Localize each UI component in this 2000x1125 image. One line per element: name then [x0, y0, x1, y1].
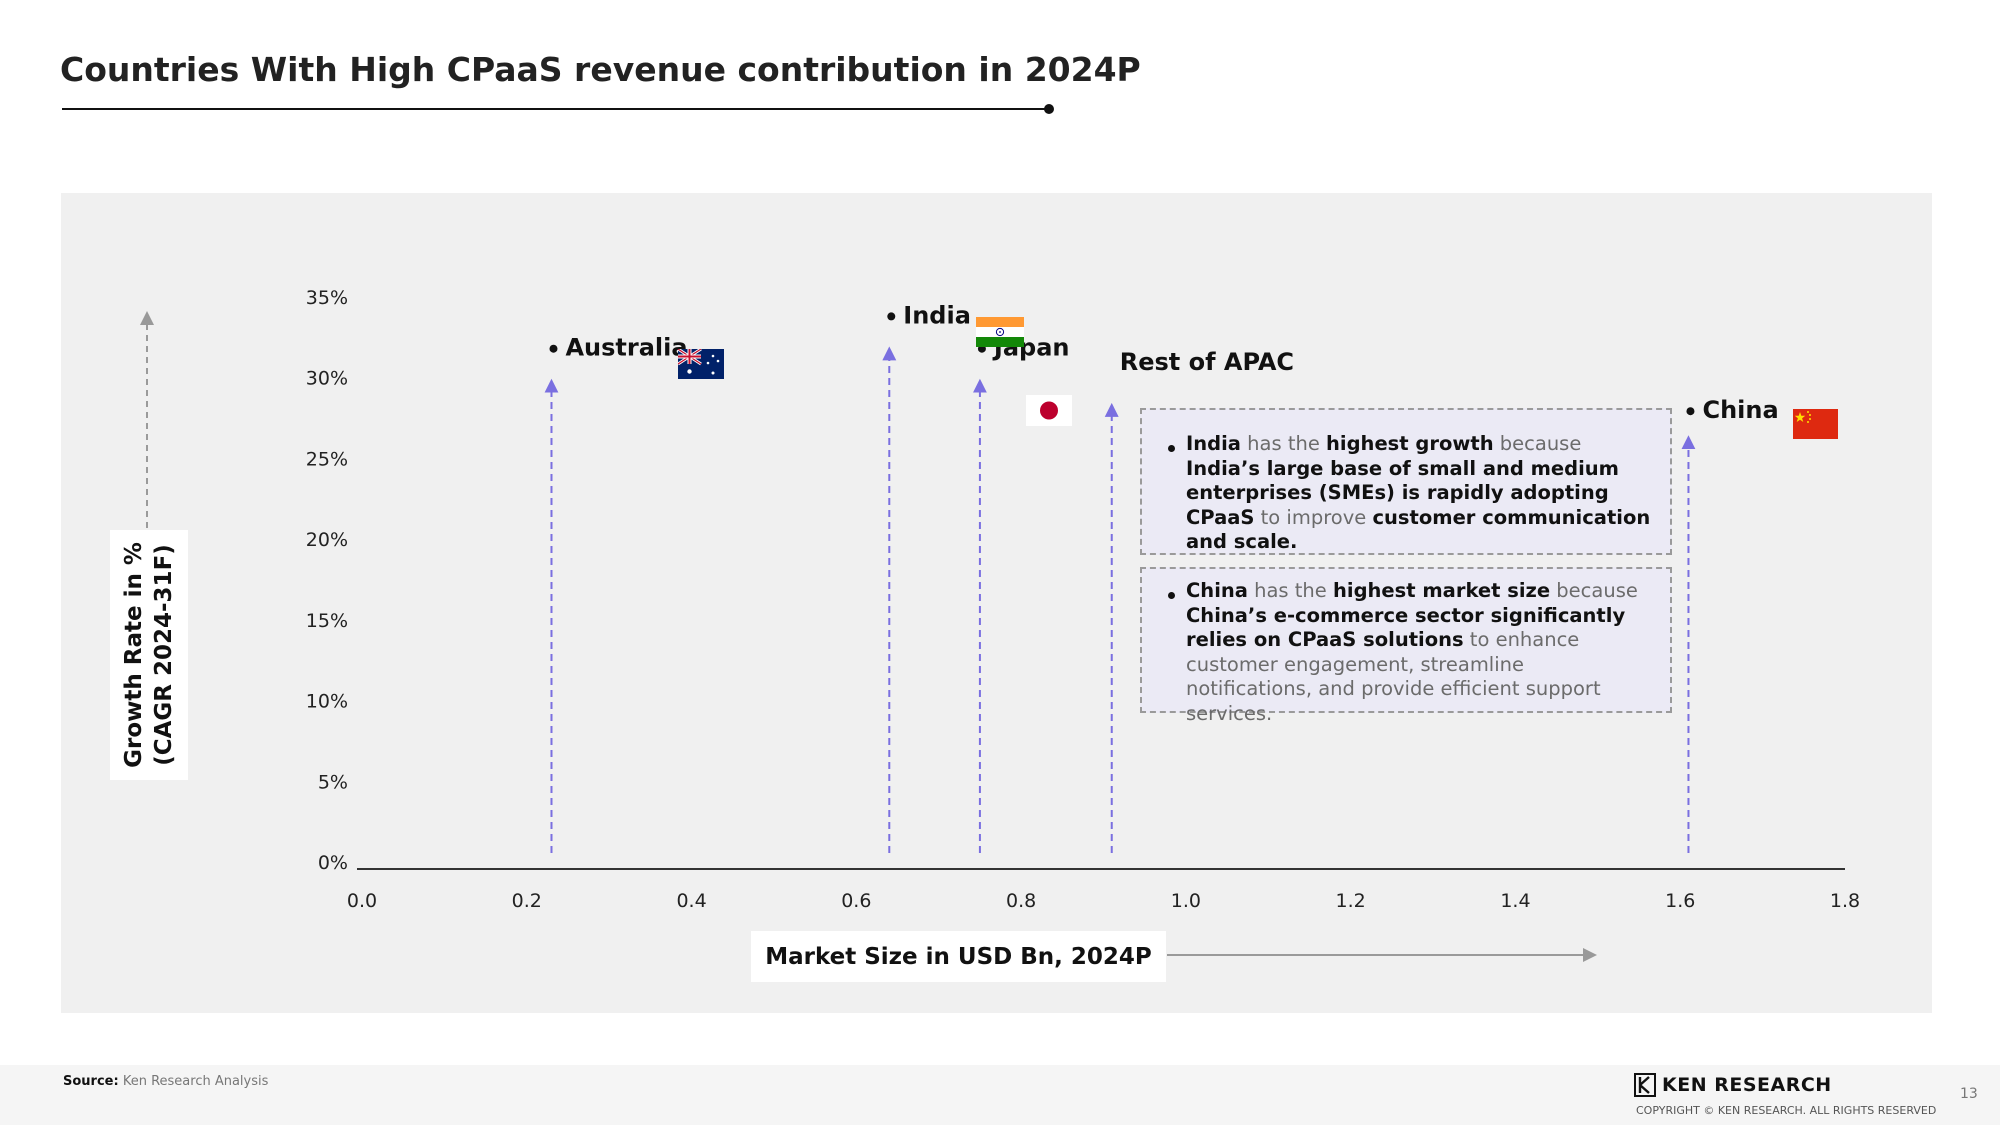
australia-bullet: [549, 344, 558, 353]
y-tick-label: 30%: [306, 368, 348, 390]
note-text-fragment: customer communication and scale.: [1186, 505, 1651, 554]
copyright-text: COPYRIGHT © KEN RESEARCH. ALL RIGHTS RES…: [1636, 1104, 1937, 1117]
ken-research-logo-icon: [1634, 1073, 1656, 1097]
china-flag-icon: [1793, 409, 1838, 439]
y-tick-label: 0%: [318, 852, 348, 874]
india-insight-note: India has the highest growth because Ind…: [1140, 408, 1672, 555]
note-text-fragment: India’s large base of small and medium e…: [1186, 456, 1619, 529]
y-axis-label-line1: Growth Rate in %: [121, 542, 148, 768]
x-tick-label: 0.6: [841, 890, 871, 912]
x-tick-label: 0.0: [347, 890, 377, 912]
note-text-fragment: India: [1186, 432, 1241, 455]
note-text-fragment: because: [1550, 579, 1638, 602]
x-tick-label: 1.6: [1665, 890, 1695, 912]
y-tick-label: 5%: [318, 771, 348, 793]
source-note: Source: Ken Research Analysis: [63, 1074, 268, 1089]
title-underline-dot: [1044, 104, 1054, 114]
x-tick-labels: 0.0 0.2 0.4 0.6 0.8 1.0 1.2 1.4 1.6 1.8: [347, 890, 1860, 912]
note-text-fragment: China: [1186, 579, 1248, 602]
y-axis-label: Growth Rate in % (CAGR 2024-31F): [110, 530, 188, 780]
india-point-label: India: [903, 301, 971, 329]
x-tick-label: 1.0: [1171, 890, 1201, 912]
australia-point-label: Australia: [565, 334, 687, 362]
note-text-fragment: to enhance customer engagement, streamli…: [1186, 628, 1601, 725]
note-text-fragment: China’s e-commerce sector significantly …: [1186, 603, 1626, 652]
x-tick-label: 1.4: [1500, 890, 1530, 912]
x-tick-label: 1.2: [1336, 890, 1366, 912]
x-tick-label: 0.4: [676, 890, 706, 912]
india-flag-icon: [976, 317, 1024, 347]
australia-flag-icon: [678, 349, 724, 379]
china-insight-note: China has the highest market size becaus…: [1140, 567, 1672, 725]
china-bullet: [1686, 407, 1695, 416]
note-text-fragment: highest growth: [1326, 432, 1494, 455]
note-text-fragment: highest market size: [1333, 579, 1551, 602]
note-text-fragment: has the: [1240, 432, 1327, 455]
note-text-fragment: because: [1493, 432, 1582, 455]
x-tick-label: 0.8: [1006, 890, 1036, 912]
source-label: Source:: [63, 1074, 119, 1089]
y-tick-label: 15%: [306, 610, 348, 632]
page-number: 13: [1960, 1086, 1978, 1102]
india-bullet: [887, 312, 896, 321]
page-title: Countries With High CPaaS revenue contri…: [60, 50, 1141, 89]
ken-research-logo: KEN RESEARCH: [1634, 1073, 1832, 1097]
y-tick-label: 10%: [306, 691, 348, 713]
note-text-fragment: to improve: [1254, 505, 1373, 529]
china-point-label: China: [1702, 396, 1778, 424]
x-tick-label: 1.8: [1830, 890, 1860, 912]
y-tick-labels: 0% 5% 10% 15% 20% 25% 30% 35%: [306, 287, 348, 874]
y-tick-label: 25%: [306, 448, 348, 470]
logo-text: KEN RESEARCH: [1662, 1074, 1832, 1096]
source-text: Ken Research Analysis: [122, 1074, 269, 1089]
japan-flag-icon: [1026, 395, 1072, 426]
rest-of-apac-point-label: Rest of APAC: [1120, 348, 1294, 376]
footer-bar: [0, 1065, 2000, 1125]
y-tick-label: 35%: [306, 287, 348, 309]
note-text-fragment: has the: [1247, 579, 1333, 602]
x-tick-label: 0.2: [512, 890, 542, 912]
y-tick-label: 20%: [306, 529, 348, 551]
y-axis-label-line2: (CAGR 2024-31F): [151, 544, 178, 766]
title-underline: [62, 108, 1046, 110]
x-axis-label: Market Size in USD Bn, 2024P: [751, 931, 1166, 982]
